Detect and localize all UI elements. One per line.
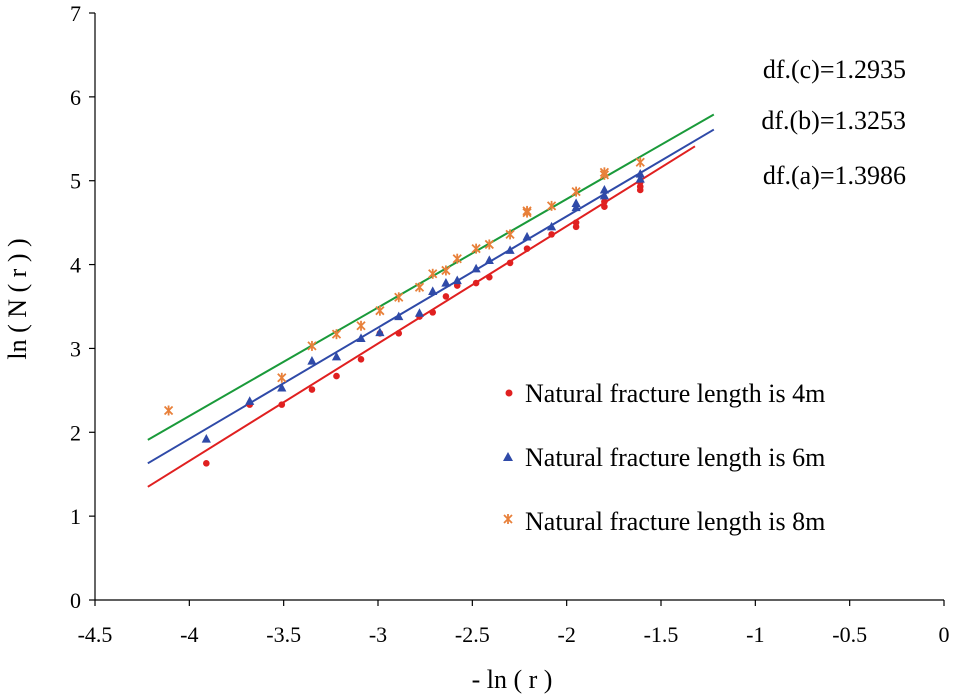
data-point-circle	[506, 259, 514, 267]
data-point-triangle	[599, 184, 609, 194]
data-point-triangle	[245, 396, 255, 405]
data-point-asterisk	[375, 305, 385, 316]
data-point-circle	[523, 245, 531, 252]
legend-label-4m: Natural fracture length is 4m	[525, 379, 825, 408]
y-tick-label: 5	[70, 169, 81, 194]
data-point-asterisk	[635, 157, 645, 168]
data-point-triangle	[375, 327, 385, 337]
data-points	[163, 157, 645, 467]
data-point-circle	[548, 231, 555, 238]
data-point-circle	[486, 273, 493, 281]
data-point-asterisk	[452, 253, 462, 264]
data-point-triangle	[484, 255, 494, 264]
fit-lines	[147, 113, 715, 488]
data-point-circle	[278, 401, 286, 408]
tick-labels: -4.5 -4 -3.5 -3 -2.5 -2 -1.5 -1 -0.5 0 0 1 2 3 4 5 6 7	[70, 1, 950, 647]
data-point-triangle	[635, 174, 645, 183]
x-tick-label: -4.5	[78, 622, 113, 647]
y-tick-label: 6	[70, 85, 81, 110]
data-point-circle	[203, 460, 210, 467]
legend-marker-circle	[505, 389, 513, 397]
x-axis-label: - ln ( r )	[472, 665, 553, 694]
legend-item-8m: Natural fracture length is 8m	[503, 507, 825, 536]
x-tick-label: -2.5	[455, 622, 490, 647]
y-tick-label: 1	[70, 504, 81, 529]
data-point-circle	[333, 372, 340, 380]
x-tick-label: -1	[746, 622, 764, 647]
data-point-circle	[308, 386, 316, 393]
x-tick-label: -1.5	[644, 622, 679, 647]
data-point-asterisk	[394, 292, 404, 303]
data-point-asterisk	[571, 186, 581, 197]
data-point-circle	[472, 279, 480, 287]
data-point-triangle	[599, 190, 609, 200]
data-point-asterisk	[441, 265, 451, 276]
data-point-asterisk	[546, 200, 557, 211]
data-point-asterisk	[599, 167, 610, 178]
data-point-triangle	[635, 169, 645, 178]
data-point-triangle	[452, 275, 462, 285]
y-tick-label: 0	[70, 588, 81, 613]
legend-marker-asterisk	[503, 514, 513, 524]
y-tick-label: 7	[70, 1, 81, 26]
data-point-asterisk	[277, 372, 287, 383]
annotation-df-b: df.(b)=1.3253	[761, 106, 906, 135]
fit-line-series-1	[147, 128, 715, 465]
data-point-triangle	[505, 245, 515, 254]
x-tick-label: 0	[939, 622, 950, 647]
legend-label-8m: Natural fracture length is 8m	[525, 507, 825, 536]
data-point-circle	[572, 219, 580, 226]
data-point-asterisk	[163, 405, 174, 416]
fit-line-series-2	[147, 113, 715, 441]
data-point-circle	[601, 203, 608, 211]
data-point-asterisk	[505, 229, 515, 240]
y-tick-label: 2	[70, 420, 81, 445]
data-point-triangle	[428, 286, 438, 296]
annotation-df-c: df.(c)=1.2935	[763, 55, 906, 84]
y-tick-label: 4	[70, 253, 81, 278]
legend-marker-triangle	[503, 452, 513, 461]
x-tick-label: -2	[558, 622, 576, 647]
axes	[89, 12, 945, 606]
data-point-asterisk	[484, 239, 494, 250]
data-point-triangle	[356, 333, 366, 342]
data-point-triangle	[201, 433, 211, 443]
data-point-asterisk	[428, 268, 438, 279]
data-point-triangle	[394, 311, 404, 321]
data-point-asterisk	[356, 320, 366, 331]
data-point-triangle	[571, 198, 581, 207]
y-tick-label: 3	[70, 336, 81, 361]
data-point-asterisk	[307, 340, 317, 351]
data-point-triangle	[307, 356, 317, 365]
annotation-df-a: df.(a)=1.3986	[763, 161, 906, 190]
data-point-triangle	[414, 308, 425, 317]
x-tick-label: -0.5	[832, 622, 867, 647]
data-point-circle	[601, 198, 608, 205]
data-point-circle	[429, 309, 437, 316]
data-point-triangle	[441, 278, 451, 287]
data-point-triangle	[546, 221, 557, 231]
legend: Natural fracture length is 4m Natural fr…	[503, 379, 825, 536]
data-point-triangle	[331, 351, 342, 361]
data-point-asterisk	[471, 243, 481, 254]
data-point-asterisk	[522, 205, 532, 216]
data-point-triangle	[471, 263, 481, 273]
legend-label-6m: Natural fracture length is 6m	[525, 443, 825, 472]
x-tick-label: -3.5	[266, 622, 301, 647]
legend-item-6m: Natural fracture length is 6m	[503, 443, 825, 472]
data-point-triangle	[522, 231, 532, 241]
y-axis-label: ln ( N ( r ) )	[3, 238, 32, 359]
data-point-circle	[442, 293, 450, 300]
data-point-asterisk	[331, 329, 342, 340]
x-tick-label: -4	[180, 622, 198, 647]
data-point-triangle	[277, 382, 287, 392]
x-tick-label: -3	[369, 622, 387, 647]
data-point-asterisk	[414, 282, 425, 293]
data-point-circle	[357, 356, 365, 363]
legend-item-4m: Natural fracture length is 4m	[505, 379, 825, 408]
data-point-circle	[395, 330, 403, 337]
